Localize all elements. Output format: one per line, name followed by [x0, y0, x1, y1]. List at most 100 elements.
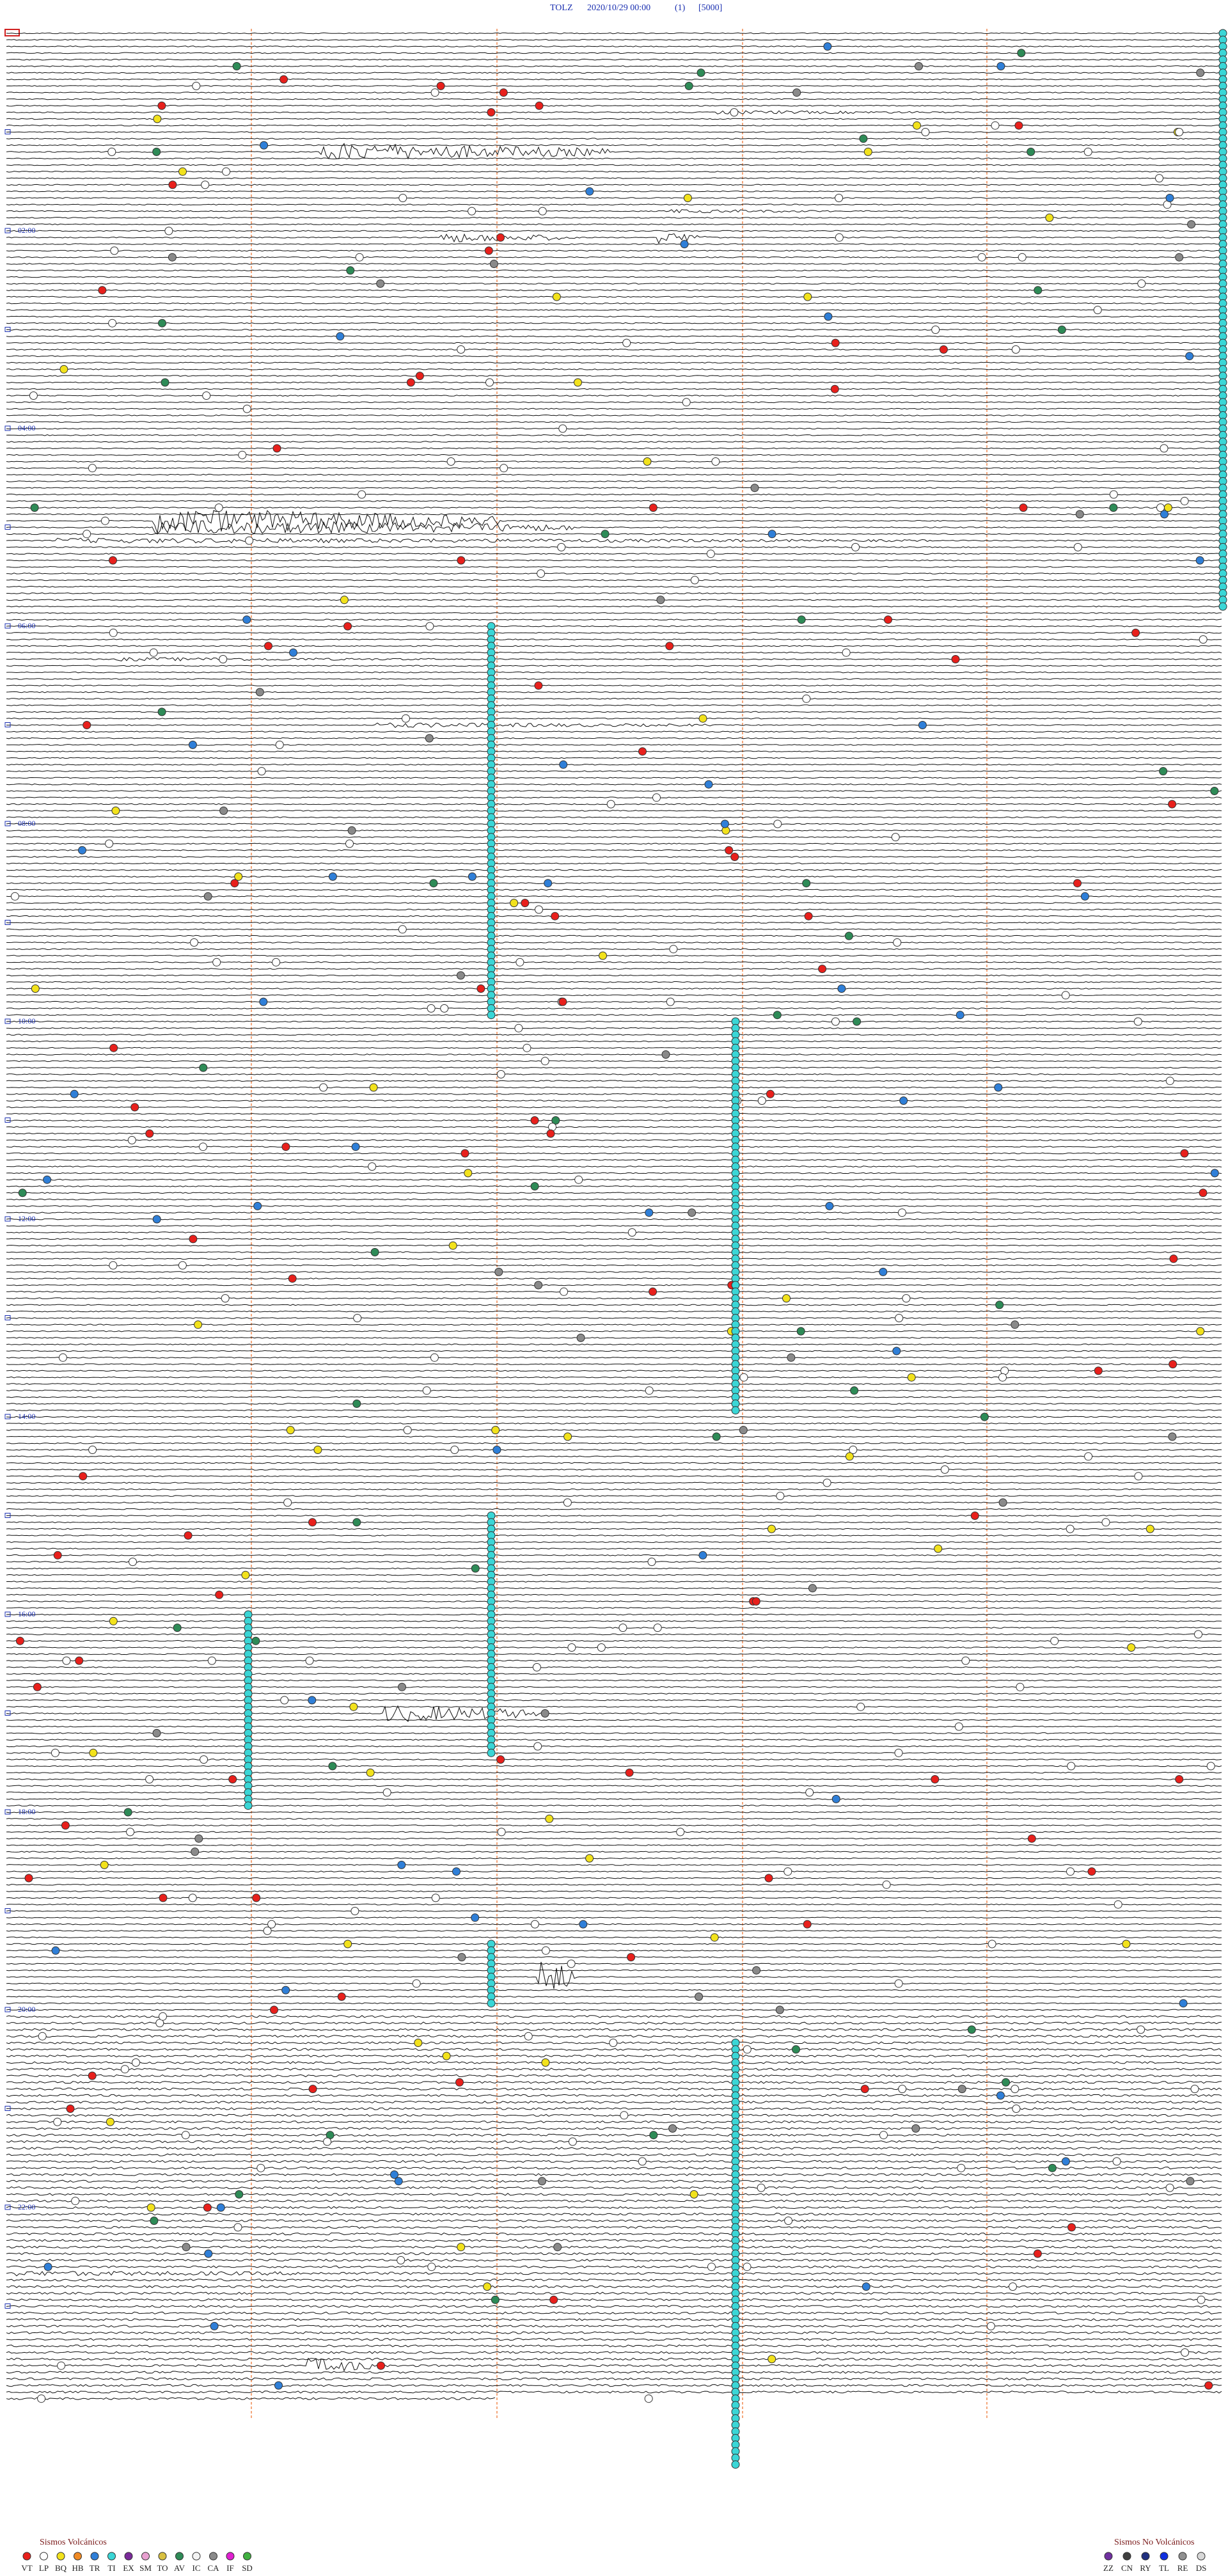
event-marker [1127, 1643, 1136, 1652]
event-marker [1002, 2078, 1011, 2087]
trace [6, 1798, 1222, 1800]
legend-label: TI [107, 2563, 115, 2573]
event-marker [1165, 1077, 1174, 1086]
event-marker [574, 378, 582, 387]
event-marker [425, 622, 434, 631]
event-marker [487, 1999, 496, 2008]
event-marker [551, 912, 560, 921]
trace [6, 1547, 1222, 1550]
trace [6, 1034, 1222, 1036]
trace [6, 209, 1222, 214]
trace [6, 592, 1222, 594]
event-marker [214, 503, 223, 512]
event-marker [1137, 279, 1146, 288]
event-marker [272, 958, 281, 967]
trace [6, 2331, 1222, 2334]
event-marker [168, 253, 177, 262]
trace [6, 908, 1222, 911]
trace [6, 2120, 1222, 2124]
trace [6, 2311, 1222, 2314]
legend-label: TL [1159, 2563, 1169, 2573]
event-marker [1080, 892, 1089, 901]
event-marker [446, 457, 455, 466]
trace [6, 2009, 1222, 2011]
trace [6, 619, 1222, 621]
event-marker [253, 1201, 262, 1210]
event-marker [884, 615, 892, 624]
event-marker [83, 530, 91, 539]
event-marker [230, 879, 239, 888]
event-marker [406, 378, 415, 387]
trace [6, 91, 1222, 94]
event-marker [178, 167, 187, 176]
trace [6, 1119, 1222, 1121]
event-marker [51, 1748, 59, 1757]
event-marker [533, 1742, 542, 1751]
event-marker [804, 912, 813, 921]
time-label: 06:00 [18, 621, 35, 630]
event-marker [1073, 542, 1082, 551]
event-marker [757, 1096, 766, 1105]
event-marker [152, 1728, 161, 1737]
event-marker [62, 1656, 71, 1665]
event-marker [1159, 767, 1168, 776]
trace [6, 559, 1222, 562]
event-marker [1133, 1017, 1142, 1026]
trace [6, 1054, 1222, 1055]
hour-tick [4, 1216, 11, 1222]
event-marker [1179, 1999, 1188, 2008]
trace [6, 1192, 1222, 1194]
event-marker [79, 1472, 88, 1481]
event-marker [1175, 1775, 1184, 1783]
trace [6, 757, 1222, 759]
legend-swatch [158, 2552, 167, 2561]
trace [6, 1040, 1222, 1043]
trace [6, 2377, 1222, 2380]
trace [6, 2147, 1222, 2150]
trace [6, 2193, 1222, 2196]
event-marker [818, 965, 827, 974]
event-marker [51, 1946, 60, 1955]
event-marker [412, 1979, 421, 1988]
trace [6, 427, 1222, 430]
legend-swatch [243, 2552, 251, 2561]
event-marker [853, 1017, 862, 1026]
legend-swatch [40, 2552, 48, 2561]
event-marker [442, 2051, 451, 2060]
event-marker [823, 1478, 831, 1487]
trace [6, 922, 1222, 924]
scale: [5000] [698, 3, 722, 13]
event-marker [998, 1373, 1007, 1382]
trace [6, 1961, 1222, 1989]
event-marker [468, 872, 476, 881]
trace [6, 1982, 1222, 1985]
trace [6, 2087, 1222, 2090]
hour-tick [4, 1018, 11, 1024]
event-marker [350, 1907, 359, 1915]
event-marker [913, 121, 921, 130]
trace [6, 744, 1222, 746]
event-marker [915, 62, 923, 70]
trace [6, 1785, 1222, 1787]
event-marker [429, 879, 438, 888]
trace [6, 1515, 1222, 1517]
event-marker [415, 372, 424, 381]
event-marker [109, 556, 117, 565]
event-marker [730, 108, 739, 117]
event-marker [340, 596, 349, 604]
header: TOLZ 2020/10/29 00:00 (1) [5000] [550, 3, 722, 13]
event-marker [1168, 1432, 1177, 1441]
event-marker [1165, 2183, 1174, 2192]
event-marker [403, 1426, 412, 1435]
trace [6, 441, 1222, 443]
event-marker [787, 1353, 796, 1362]
event-marker [977, 253, 986, 262]
event-marker [259, 997, 268, 1006]
trace [6, 190, 1222, 193]
trace [6, 599, 1222, 601]
event-marker [879, 1267, 888, 1276]
event-marker [1199, 1189, 1208, 1197]
event-marker [1206, 1762, 1215, 1771]
event-marker [157, 707, 166, 716]
hour-tick [4, 1118, 11, 1123]
